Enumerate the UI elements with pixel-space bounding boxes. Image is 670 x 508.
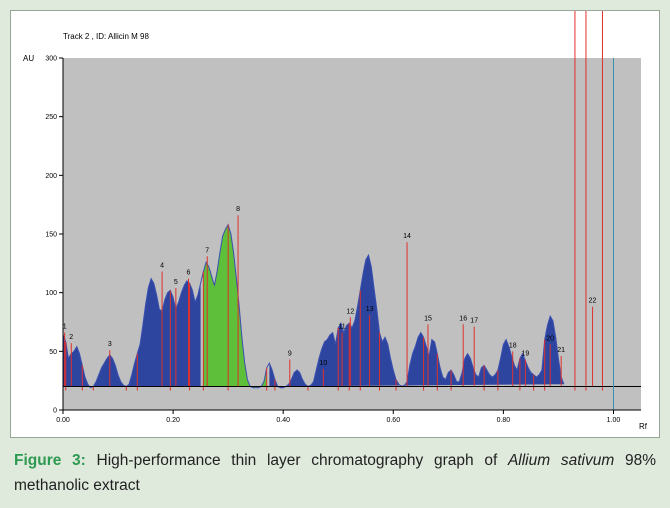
peak-label: 20 xyxy=(546,335,554,342)
peak-label: 4 xyxy=(160,263,164,270)
figure-caption: Figure 3: High-performance thin layer ch… xyxy=(14,448,656,498)
x-tick-label: 0.80 xyxy=(497,417,511,424)
peak-label: 14 xyxy=(403,233,411,240)
peak-label: 5 xyxy=(174,279,178,286)
x-tick-label: 0.60 xyxy=(386,417,400,424)
peak-label: 11 xyxy=(338,324,345,331)
peak-label: 9 xyxy=(288,351,292,358)
peak-label: 2 xyxy=(69,334,73,341)
y-tick-label: 0 xyxy=(53,408,57,415)
figure-label: Figure 3: xyxy=(14,452,86,469)
peak-label: 8 xyxy=(236,206,240,213)
peak-label: 21 xyxy=(557,347,565,354)
densitogram-trace xyxy=(62,223,565,389)
peak-label: 1 xyxy=(63,324,67,331)
peak-label: 16 xyxy=(459,315,467,322)
peak-label: 3 xyxy=(108,341,112,348)
caption-species: Allium sativum xyxy=(507,452,615,469)
y-tick-label: 100 xyxy=(45,290,57,297)
peak-label: 19 xyxy=(522,351,530,358)
x-tick-label: 0.20 xyxy=(166,417,180,424)
x-tick-label: 1.00 xyxy=(607,417,621,424)
peak-label: 22 xyxy=(589,298,597,305)
peak-label: 18 xyxy=(509,342,517,349)
peak-label: 6 xyxy=(187,270,191,277)
peak-boundary-markers xyxy=(64,11,603,391)
y-tick-label: 50 xyxy=(49,349,57,356)
caption-text-2: 98% methanolic extract xyxy=(14,452,656,494)
peak-label: 7 xyxy=(205,247,209,254)
chart-title: Track 2 , ID: Allicin M 98 xyxy=(63,32,150,41)
y-axis-label: AU xyxy=(23,54,34,63)
hptlc-chart: Track 2 , ID: Allicin M 98 AU Rf 0 50 100 1… xyxy=(23,11,648,431)
x-tick-label: 0.00 xyxy=(56,417,70,424)
peak-label: 12 xyxy=(346,308,354,315)
y-tick-label: 200 xyxy=(45,173,57,180)
x-axis-label: Rf xyxy=(639,422,648,431)
peak-label: 17 xyxy=(470,318,478,325)
y-tick-label: 250 xyxy=(45,114,57,121)
highlighted-peak-area xyxy=(203,224,267,388)
caption-text-1: High-performance thin layer chromatograp… xyxy=(85,452,508,469)
peak-label: 13 xyxy=(366,306,374,313)
axes-layer: 0 50 100 150 200 250 300 0.00 0.20 0.40 0.60 0.80 1.… xyxy=(45,56,641,424)
chart-frame: Track 2 , ID: Allicin M 98 AU Rf 0 50 100 1… xyxy=(10,10,660,438)
y-tick-label: 150 xyxy=(45,232,57,239)
x-tick-label: 0.40 xyxy=(276,417,290,424)
peak-label: 10 xyxy=(319,360,327,367)
peak-label: 15 xyxy=(424,315,432,322)
trace-outline-layer xyxy=(62,223,565,389)
y-tick-label: 300 xyxy=(45,56,57,63)
